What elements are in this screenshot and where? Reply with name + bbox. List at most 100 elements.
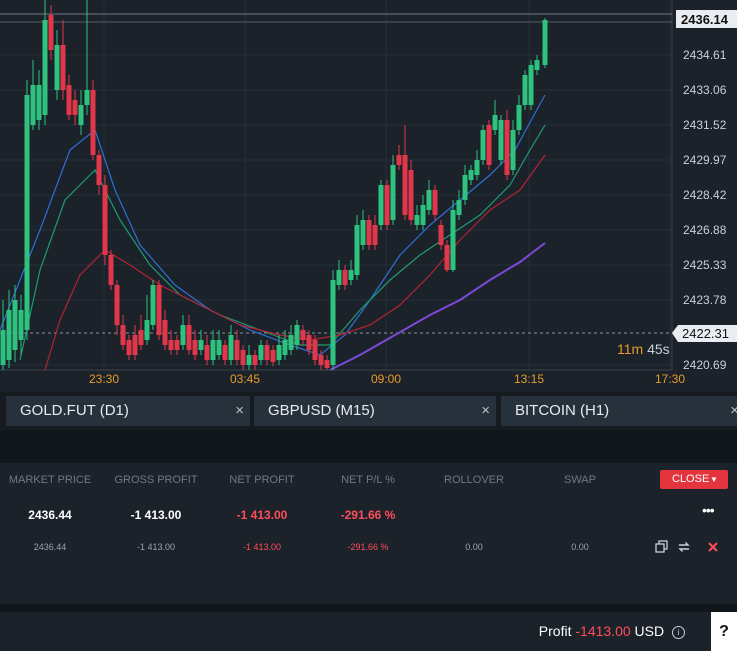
candle-body — [150, 285, 156, 325]
candle-body — [282, 340, 288, 355]
current-price-label: 2436.14 — [681, 12, 729, 27]
candle-body — [402, 155, 408, 215]
candle-body — [360, 220, 366, 245]
candle-body — [276, 345, 282, 360]
candle-body — [180, 325, 186, 345]
candle-body — [378, 185, 384, 225]
candle-body — [270, 350, 276, 362]
crosshair-price-badge — [672, 325, 737, 342]
candle-body — [258, 345, 264, 360]
price-tick-label: 2428.42 — [683, 188, 727, 202]
candle-body — [114, 285, 120, 325]
ma-mid-line — [19, 124, 546, 361]
candle-body — [198, 340, 204, 350]
candle-body — [30, 85, 36, 125]
candle-body — [12, 300, 18, 350]
chart-canvas[interactable]: 2434.61 2433.06 2431.52 2429.97 2428.42 2426.… — [0, 0, 737, 392]
candle-body — [384, 185, 390, 225]
time-tick-label: 09:00 — [371, 372, 401, 386]
candle-body — [528, 65, 534, 105]
close-icon[interactable]: × — [481, 402, 490, 419]
candle-body — [348, 270, 354, 280]
candle-body — [222, 345, 228, 360]
candle-body — [84, 90, 90, 105]
header-net-profit: NET PROFIT — [229, 474, 295, 486]
candle-body — [474, 160, 480, 175]
candle-body — [462, 175, 468, 200]
candle-body — [42, 20, 48, 115]
help-button[interactable]: ? — [711, 612, 737, 651]
close-icon[interactable]: × — [235, 402, 244, 419]
row-market-price: 2436.44 — [33, 542, 67, 552]
summary-net-pl: -291.66 % — [340, 508, 396, 522]
instrument-tabs: GOLD.FUT (D1) × GBPUSD (M15) × BITCOIN (… — [0, 392, 737, 430]
candle-body — [420, 205, 426, 225]
candle-body — [390, 165, 396, 220]
close-icon[interactable]: × — [730, 402, 737, 419]
candle-body — [102, 185, 108, 255]
candle-body — [414, 215, 420, 225]
tab-label: BITCOIN (H1) — [515, 402, 610, 419]
crosshair-price-label: 2422.31 — [682, 326, 729, 341]
candle-body — [510, 130, 516, 170]
price-chart[interactable]: 2434.61 2433.06 2431.52 2429.97 2428.42 2426.… — [0, 0, 737, 392]
candle-countdown: 11m 45s — [617, 341, 670, 357]
price-tick-label: 2425.33 — [683, 258, 727, 272]
close-position-icon[interactable] — [707, 541, 719, 553]
header-market-price: MARKET PRICE — [8, 474, 92, 486]
candle-body — [366, 220, 372, 245]
candle-body — [162, 320, 168, 345]
panel-divider — [0, 604, 737, 612]
profit-label: Profit — [538, 623, 572, 639]
candle-body — [288, 335, 294, 350]
candle-body — [156, 285, 162, 335]
tab-bitcoin[interactable]: BITCOIN (H1) × — [501, 396, 737, 426]
candle-body — [96, 155, 102, 185]
profit-summary: Profit -1413.00 USD i — [539, 623, 685, 639]
row-rollover: 0.00 — [465, 542, 483, 552]
candle-body — [0, 330, 6, 365]
more-options-icon[interactable]: ••• — [702, 502, 715, 518]
candle-body — [396, 155, 402, 165]
candle-body — [444, 245, 450, 270]
ma-fast-line — [0, 94, 546, 356]
candle-body — [72, 100, 78, 115]
close-all-button[interactable]: CLOSE ▼ — [660, 470, 728, 489]
candle-body — [60, 45, 66, 90]
candle-body — [132, 335, 138, 355]
tab-label: GBPUSD (M15) — [268, 402, 375, 419]
time-tick-label: 13:15 — [514, 372, 544, 386]
candle-body — [54, 45, 60, 90]
price-tick-label: 2426.88 — [683, 223, 727, 237]
candle-body — [78, 105, 84, 125]
positions-panel: MARKET PRICE GROSS PROFIT NET PROFIT NET… — [0, 463, 737, 604]
candle-body — [522, 75, 528, 105]
candle-body — [192, 340, 198, 355]
time-tick-label: 17:30 — [655, 372, 685, 386]
row-net-pl: -291.66 % — [347, 542, 389, 552]
candle-body — [300, 330, 306, 340]
tab-gbpusd[interactable]: GBPUSD (M15) × — [254, 396, 496, 426]
close-button-label: CLOSE — [672, 473, 710, 485]
info-icon[interactable]: i — [672, 626, 685, 639]
row-gross-profit: -1 413.00 — [136, 542, 176, 552]
reverse-icon[interactable] — [677, 540, 691, 554]
tab-gold-fut[interactable]: GOLD.FUT (D1) × — [6, 396, 250, 426]
candle-body — [306, 335, 312, 350]
candle-body — [450, 210, 456, 270]
tab-label: GOLD.FUT (D1) — [20, 402, 129, 419]
candle-body — [542, 20, 548, 65]
candle-body — [246, 355, 252, 365]
current-price-badge — [676, 10, 737, 28]
candle-body — [210, 340, 216, 360]
summary-net-profit: -1 413.00 — [236, 508, 288, 522]
candle-body — [456, 200, 462, 215]
candle-body — [330, 280, 336, 365]
time-tick-label: 03:45 — [230, 372, 260, 386]
candle-body — [486, 125, 492, 165]
status-footer: Profit -1413.00 USD i ? — [0, 612, 737, 651]
copy-icon[interactable] — [655, 540, 669, 554]
chevron-down-icon: ▼ — [710, 475, 718, 484]
candle-body — [294, 325, 300, 345]
candle-body — [468, 170, 474, 180]
